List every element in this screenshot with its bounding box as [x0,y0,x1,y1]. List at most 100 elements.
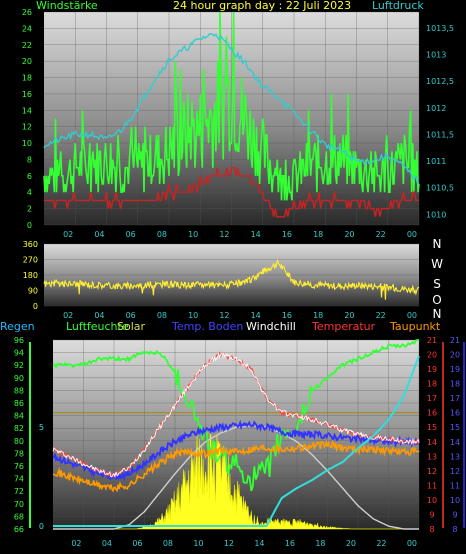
pressure-line [43,33,420,185]
x-tick-label: 08 [157,230,167,239]
x-tick-label: 10 [188,311,198,320]
direction-tick-label: 180 [23,271,38,280]
x-tick-label: 08 [157,311,167,320]
x-tick-label: 14 [254,539,264,548]
top-x-axis-ticks: 02 04 06 08 10 12 14 16 18 20 22 00 [63,230,417,239]
temperature-tick-label: 11 [427,481,437,490]
ground-temp-tick-label: 10 [450,496,460,505]
x-tick-label: 00 [407,539,417,548]
ground-temp-tick-label: 9 [452,510,457,519]
ground-temp-tick-label: 12 [450,467,460,476]
wind-label: Windstärke [36,0,98,12]
x-tick-label: 22 [376,539,386,548]
wind-tick-label: 2 [27,205,32,214]
humidity-axis-ticks: 66 68 70 72 74 76 78 80 82 84 86 88 90 92 94 96 0 5 [14,336,44,534]
rain-tick-label: 5 [39,423,44,432]
rain-tick-label: 0 [39,522,44,531]
humidity-tick-label: 82 [14,424,24,433]
x-tick-label: 22 [376,311,386,320]
x-tick-label: 00 [407,311,417,320]
compass-label: S [433,277,441,291]
wind-tick-label: 0 [27,221,32,230]
x-tick-label: 14 [251,230,261,239]
x-tick-label: 06 [132,539,142,548]
pressure-axis-ticks: 1010 1010,5 1011 1011,5 1012 1012,5 1013 1013,5 [426,24,454,219]
humidity-tick-label: 68 [14,512,24,521]
pressure-tick-label: 1012 [426,104,446,113]
temperature-tick-label: 15 [427,423,437,432]
legend-item: Luftfeuchte [66,320,129,333]
x-tick-label: 06 [126,311,136,320]
legend-item: Regen [0,320,35,333]
temperature-tick-label: 21 [427,336,437,345]
wind-average-line [44,166,419,218]
wind-tick-label: 14 [22,106,32,115]
x-tick-label: 02 [71,539,81,548]
temperature-tick-label: 8 [429,525,434,534]
humidity-line [52,339,419,492]
temperature-tick-label: 14 [427,438,437,447]
ground-temp-tick-label: 20 [450,351,460,360]
pressure-tick-label: 1012,5 [426,77,454,86]
legend-item: Temp. Boden [171,320,243,333]
temperature-tick-label: 17 [427,394,437,403]
x-tick-label: 20 [344,311,354,320]
direction-tick-label: 360 [23,240,38,249]
x-tick-label: 12 [219,311,229,320]
legend-item: Windchill [246,320,296,333]
ground-temp-tick-label: 14 [450,438,460,447]
temperature-tick-label: 10 [427,496,437,505]
pressure-tick-label: 1013 [426,51,446,60]
humidity-tick-label: 88 [14,386,24,395]
x-tick-label: 18 [315,539,325,548]
x-tick-label: 18 [313,311,323,320]
humidity-tick-label: 80 [14,437,24,446]
bottom-x-axis-ticks: 02 04 06 08 10 12 14 16 18 20 22 00 [71,539,417,548]
wind-tick-label: 18 [22,74,32,83]
x-tick-label: 12 [224,539,234,548]
temperature-axis-ticks: 8 9 10 11 12 13 14 15 16 17 18 19 20 21 8 9 10 11 12 13 14 15… [427,336,465,534]
pressure-tick-label: 1011 [426,157,446,166]
humidity-tick-label: 92 [14,361,24,370]
pressure-tick-label: 1013,5 [426,24,454,33]
humidity-tick-label: 76 [14,462,24,471]
direction-axis-ticks: 0 90 180 270 360 [23,240,38,311]
x-tick-label: 16 [285,539,295,548]
wind-tick-label: 26 [22,8,32,17]
temperature-tick-label: 12 [427,467,437,476]
direction-tick-label: 90 [28,287,38,296]
humidity-tick-label: 74 [14,475,24,484]
humidity-tick-label: 66 [14,525,24,534]
ground-temp-tick-label: 17 [450,394,460,403]
ground-temp-tick-label: 16 [450,409,460,418]
x-tick-label: 00 [407,230,417,239]
x-tick-label: 04 [102,539,112,548]
wind-gust-line [43,11,420,201]
ground-temp-tick-label: 15 [450,423,460,432]
x-tick-label: 20 [346,539,356,548]
windchill-line [52,352,420,479]
pressure-tick-label: 1011,5 [426,130,454,139]
x-tick-label: 12 [219,230,229,239]
x-tick-label: 04 [94,311,104,320]
mid-x-axis-ticks: 02 04 06 08 10 12 14 16 18 20 22 00 [63,311,417,320]
ground-temp-tick-label: 19 [450,365,460,374]
ground-temp-tick-label: 21 [450,336,460,345]
humidity-tick-label: 70 [14,500,24,509]
compass-label: N [433,237,442,251]
wind-pressure-panel: Windstärke 24 hour graph day : 22 Juli 2… [22,0,454,239]
mid-grid [44,243,419,307]
rain-line [53,355,420,527]
x-tick-label: 06 [126,230,136,239]
humidity-tick-label: 84 [14,412,24,421]
x-tick-label: 02 [63,311,73,320]
wind-tick-label: 22 [22,41,32,50]
chart-title: 24 hour graph day : 22 Juli 2023 [173,0,351,12]
humidity-tick-label: 72 [14,487,24,496]
ground-temp-tick-label: 13 [450,452,460,461]
humidity-tick-label: 94 [14,349,24,358]
